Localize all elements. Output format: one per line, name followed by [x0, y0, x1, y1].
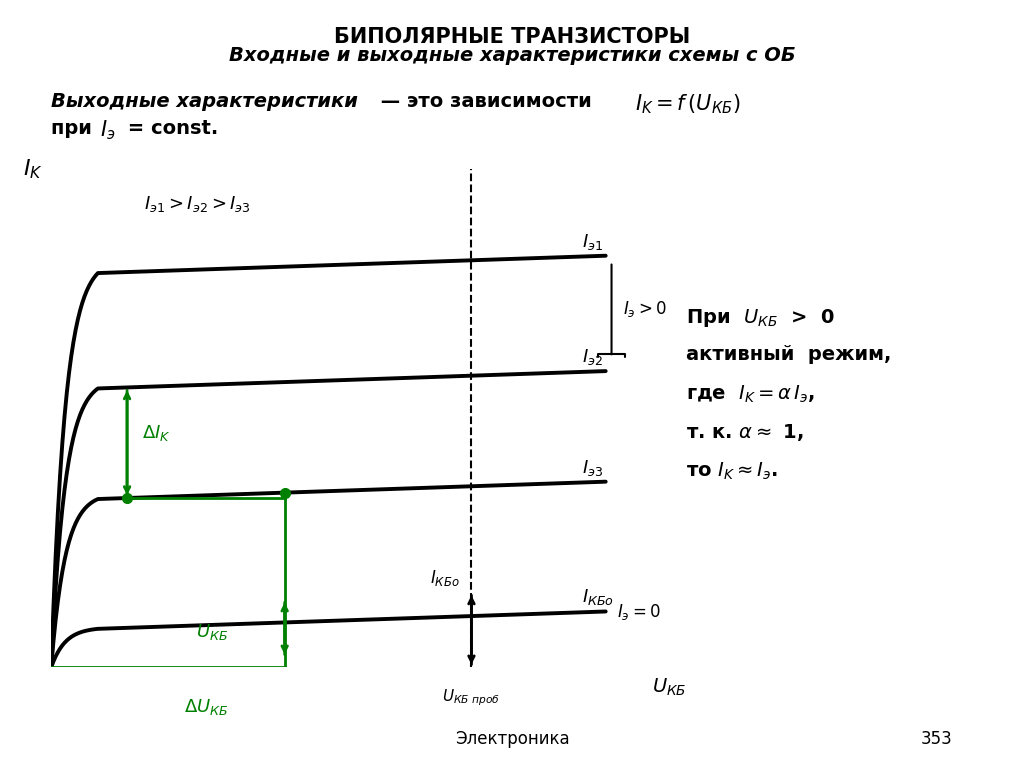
Text: $\Delta I_K$: $\Delta I_K$	[141, 423, 170, 443]
Text: $I_э >0$: $I_э >0$	[624, 299, 667, 319]
Text: Входные и выходные характеристики схемы с ОБ: Входные и выходные характеристики схемы …	[228, 46, 796, 65]
Text: $U_{КБ\ проб}$: $U_{КБ\ проб}$	[442, 687, 501, 708]
Text: $U_{КБ}$: $U_{КБ}$	[196, 622, 227, 643]
Text: БИПОЛЯРНЫЕ ТРАНЗИСТОРЫ: БИПОЛЯРНЫЕ ТРАНЗИСТОРЫ	[334, 27, 690, 47]
Text: $I_э$: $I_э$	[100, 119, 116, 143]
Text: при: при	[51, 119, 99, 138]
Text: Выходные характеристики: Выходные характеристики	[51, 92, 358, 111]
Text: $I_{КБо}$: $I_{КБо}$	[583, 588, 614, 607]
Text: где  $I_K = \alpha\, I_э$,: где $I_K = \alpha\, I_э$,	[686, 384, 815, 405]
Text: $I_э=0$: $I_э=0$	[617, 602, 662, 623]
Text: $I_{э2}$: $I_{э2}$	[583, 347, 603, 367]
Text: $I_K = f\,(U_{КБ})$: $I_K = f\,(U_{КБ})$	[635, 92, 740, 116]
Text: $I_{КБо}$: $I_{КБо}$	[430, 568, 460, 588]
Text: активный  режим,: активный режим,	[686, 345, 892, 364]
Text: то $I_K \approx I_э$.: то $I_K \approx I_э$.	[686, 460, 778, 482]
Text: $U_{КБ}$: $U_{КБ}$	[652, 676, 687, 698]
Text: $I_{э1}$: $I_{э1}$	[583, 232, 603, 252]
Text: = const.: = const.	[121, 119, 218, 138]
Text: $I_K$: $I_K$	[23, 157, 42, 180]
Text: При  $U_{КБ}$  >  0: При $U_{КБ}$ > 0	[686, 307, 836, 329]
Text: $\Delta U_{КБ}$: $\Delta U_{КБ}$	[183, 697, 228, 717]
Text: т. к. $\alpha \approx$ 1,: т. к. $\alpha \approx$ 1,	[686, 422, 804, 443]
Text: $I_{э3}$: $I_{э3}$	[583, 458, 603, 478]
Text: — это зависимости: — это зависимости	[374, 92, 598, 111]
Text: $I_{э1}>I_{э2}>I_{э3}$: $I_{э1}>I_{э2}>I_{э3}$	[143, 193, 251, 214]
Text: Электроника: Электроника	[455, 730, 569, 748]
Text: 353: 353	[921, 730, 952, 748]
